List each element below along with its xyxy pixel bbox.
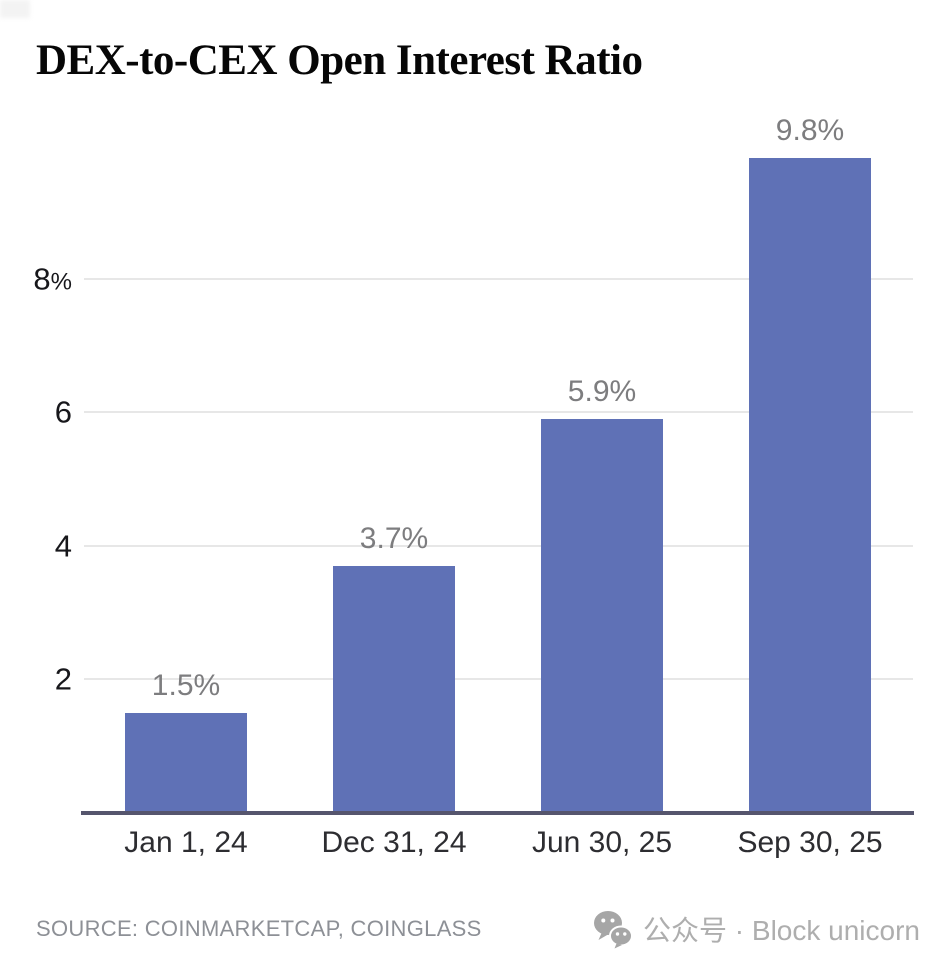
- bar-group-jun-30-25: 5.9%: [541, 376, 663, 813]
- bar-value-label: 5.9%: [567, 374, 637, 408]
- bar-value-label: 1.5%: [151, 668, 221, 702]
- bar-group-sep-30-25: 9.8%: [749, 116, 871, 813]
- y-tick-number: 2: [54, 661, 72, 697]
- source-note: SOURCE: COINMARKETCAP, COINGLASS: [36, 916, 482, 941]
- footer: SOURCE: COINMARKETCAP, COINGLASS 公众号 · B…: [0, 903, 948, 955]
- bar-sep-30-25: [749, 158, 871, 813]
- chart-title: DEX-to-CEX Open Interest Ratio: [36, 37, 643, 84]
- y-tick-number: 6: [54, 394, 72, 430]
- y-tick-label-8: 8%: [33, 263, 72, 294]
- corner-artifact: [0, 0, 30, 18]
- y-tick-label-2: 2: [55, 664, 72, 695]
- x-tick-label-sep-30-25: Sep 30, 25: [737, 826, 883, 859]
- wechat-icon: [594, 911, 634, 949]
- x-tick-label-jun-30-25: Jun 30, 25: [531, 826, 673, 859]
- bar-group-dec-31-24: 3.7%: [333, 523, 455, 813]
- watermark-text: 公众号 · Block unicorn: [643, 915, 920, 946]
- gridline-8: 8%: [33, 263, 913, 294]
- bar-dec-31-24: [333, 565, 455, 813]
- y-tick-label-6: 6: [55, 397, 72, 428]
- y-tick-number: 8: [33, 261, 51, 297]
- x-tick-label-dec-31-24: Dec 31, 24: [321, 826, 467, 859]
- x-tick-label-jan-1-24: Jan 1, 24: [124, 826, 248, 859]
- bar-value-label: 9.8%: [775, 114, 845, 148]
- bar-group-jan-1-24: 1.5%: [125, 670, 247, 813]
- bar-jun-30-25: [541, 418, 663, 813]
- y-tick-label-4: 4: [55, 530, 72, 561]
- y-tick-number: 4: [54, 528, 72, 564]
- gridline-6: 6: [55, 397, 913, 428]
- bar-jan-1-24: [125, 712, 247, 813]
- x-axis-line: [81, 811, 914, 815]
- gridline-4: 4: [55, 530, 913, 561]
- watermark: 公众号 · Block unicorn: [593, 909, 920, 949]
- bar-value-label: 3.7%: [359, 521, 429, 555]
- y-tick-suffix: %: [50, 268, 72, 296]
- gridline-2: 2: [55, 664, 913, 695]
